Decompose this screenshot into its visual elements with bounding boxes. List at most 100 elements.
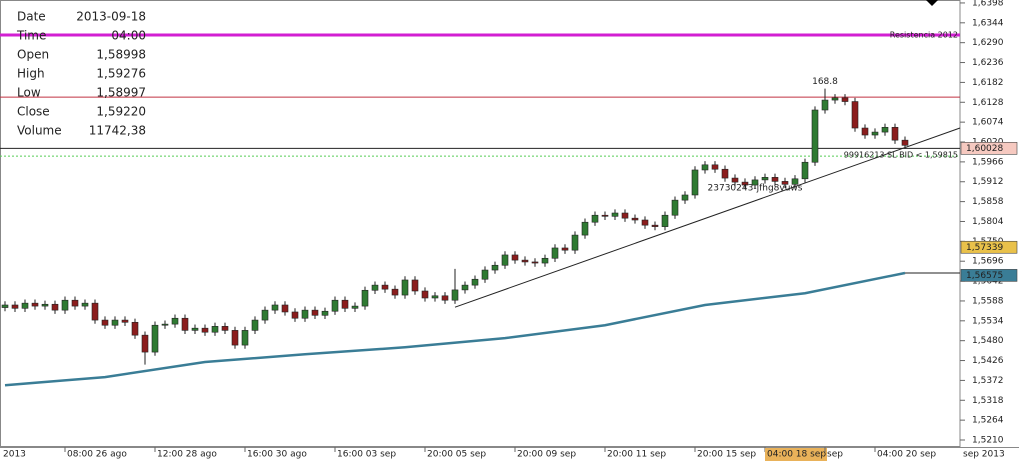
y-tick-label: 1,5480 [972,336,1004,346]
y-tick-label: 1,5696 [972,257,1004,267]
candle-body [61,299,69,311]
candle-body [91,302,99,321]
info-label: Close [17,105,50,119]
candle-body [421,290,429,299]
info-value: 1,59276 [96,67,146,81]
annotation: 23730243-jfhg8vuws [708,183,803,193]
info-value: 04:00 [111,29,146,43]
candle-body [411,279,419,292]
scroll-marker [926,0,938,6]
candle-body [291,311,299,319]
candle-body [401,279,409,296]
candle-body [751,179,759,186]
candle-body [231,330,239,346]
candle-body [791,178,799,185]
x-tick-label: 04:00 18 sep [767,450,826,460]
candle-body [831,97,839,101]
candle-body [321,310,329,316]
candle-body [391,288,399,296]
candle-body [631,217,639,221]
candle-body [711,164,719,170]
candle-body [691,169,699,196]
y-tick-label: 1,6398 [972,0,1004,8]
candle-body [651,224,659,227]
candle-body [221,326,229,331]
price-marker [960,269,1018,282]
candle-body [311,309,319,316]
info-label: Date [17,10,46,24]
trendline [454,127,961,308]
level-label: Resistencia 2012 [890,30,958,39]
y-tick-label: 1,6128 [972,98,1004,108]
candle-body [851,101,859,129]
candle-body [361,289,369,307]
candle-body [281,304,289,313]
candle-body [101,319,109,326]
y-tick-label: 1,6074 [972,118,1004,128]
plot-border [0,0,961,447]
candle-body [871,131,879,136]
candle-body [111,319,119,326]
candle-body [481,269,489,280]
candle-body [121,319,129,323]
candle-body [491,264,499,271]
y-tick-label: 1,5912 [972,177,1004,187]
candle-body [881,126,889,133]
candle-body [601,214,609,217]
candle-body [171,317,179,325]
candle-body [241,330,249,346]
candle-body [151,324,159,353]
candle-body [581,221,589,236]
x-tick-label: 20:00 15 sep [697,450,756,460]
candle-body [531,261,539,264]
info-value: 1,58997 [96,86,146,100]
candle-body [271,304,279,311]
moving-average [4,271,906,387]
info-value: 1,58998 [96,48,146,62]
candle-body [181,317,189,331]
x-tick-label: 08:00 26 ago [67,450,127,460]
level-label: 99916213 SL BID < 1,59815 [844,151,958,160]
candle-body [21,302,29,309]
candle-body [771,177,779,182]
y-tick-label: 1,6344 [972,18,1004,28]
candle-body [451,289,459,301]
candle-body [741,181,749,186]
y-tick-label: 1,5264 [972,416,1004,426]
x-axis-left-label: 2013 [3,450,26,460]
candle-body [731,177,739,183]
candle-body [591,214,599,223]
candle-body [761,177,769,181]
x-tick-label: 20:00 09 sep [517,450,576,460]
candle-body [71,299,79,307]
y-tick-label: 1,5534 [972,316,1004,326]
candle-body [341,299,349,309]
x-tick-label: 04:00 20 sep [877,450,936,460]
candle-body [131,321,139,336]
y-tick-label: 1,5210 [972,436,1004,446]
info-label: Time [16,29,46,43]
candle-body [31,302,39,307]
x-tick-label: 12:00 28 ago [157,450,217,460]
candle-body [351,305,359,309]
info-value: 2013-09-18 [76,10,146,24]
candle-body [371,284,379,291]
candle-body [511,254,519,261]
candle-body [861,127,869,136]
candle-body [781,181,789,185]
y-tick-label: 1,5858 [972,197,1004,207]
candle-body [891,126,899,141]
y-tick-label: 1,6290 [972,38,1004,48]
candle-body [251,319,259,331]
x-tick-label: 16:00 30 ago [247,450,307,460]
info-label: Low [17,86,41,100]
x-tick-label: 20:00 05 sep [427,450,486,460]
candle-body [1,304,9,308]
candle-body [431,295,439,299]
candle-body [161,323,169,326]
candle-body [41,303,49,307]
x-tick-label: 16:00 03 sep [337,450,396,460]
y-tick-label: 1,5318 [972,396,1004,406]
